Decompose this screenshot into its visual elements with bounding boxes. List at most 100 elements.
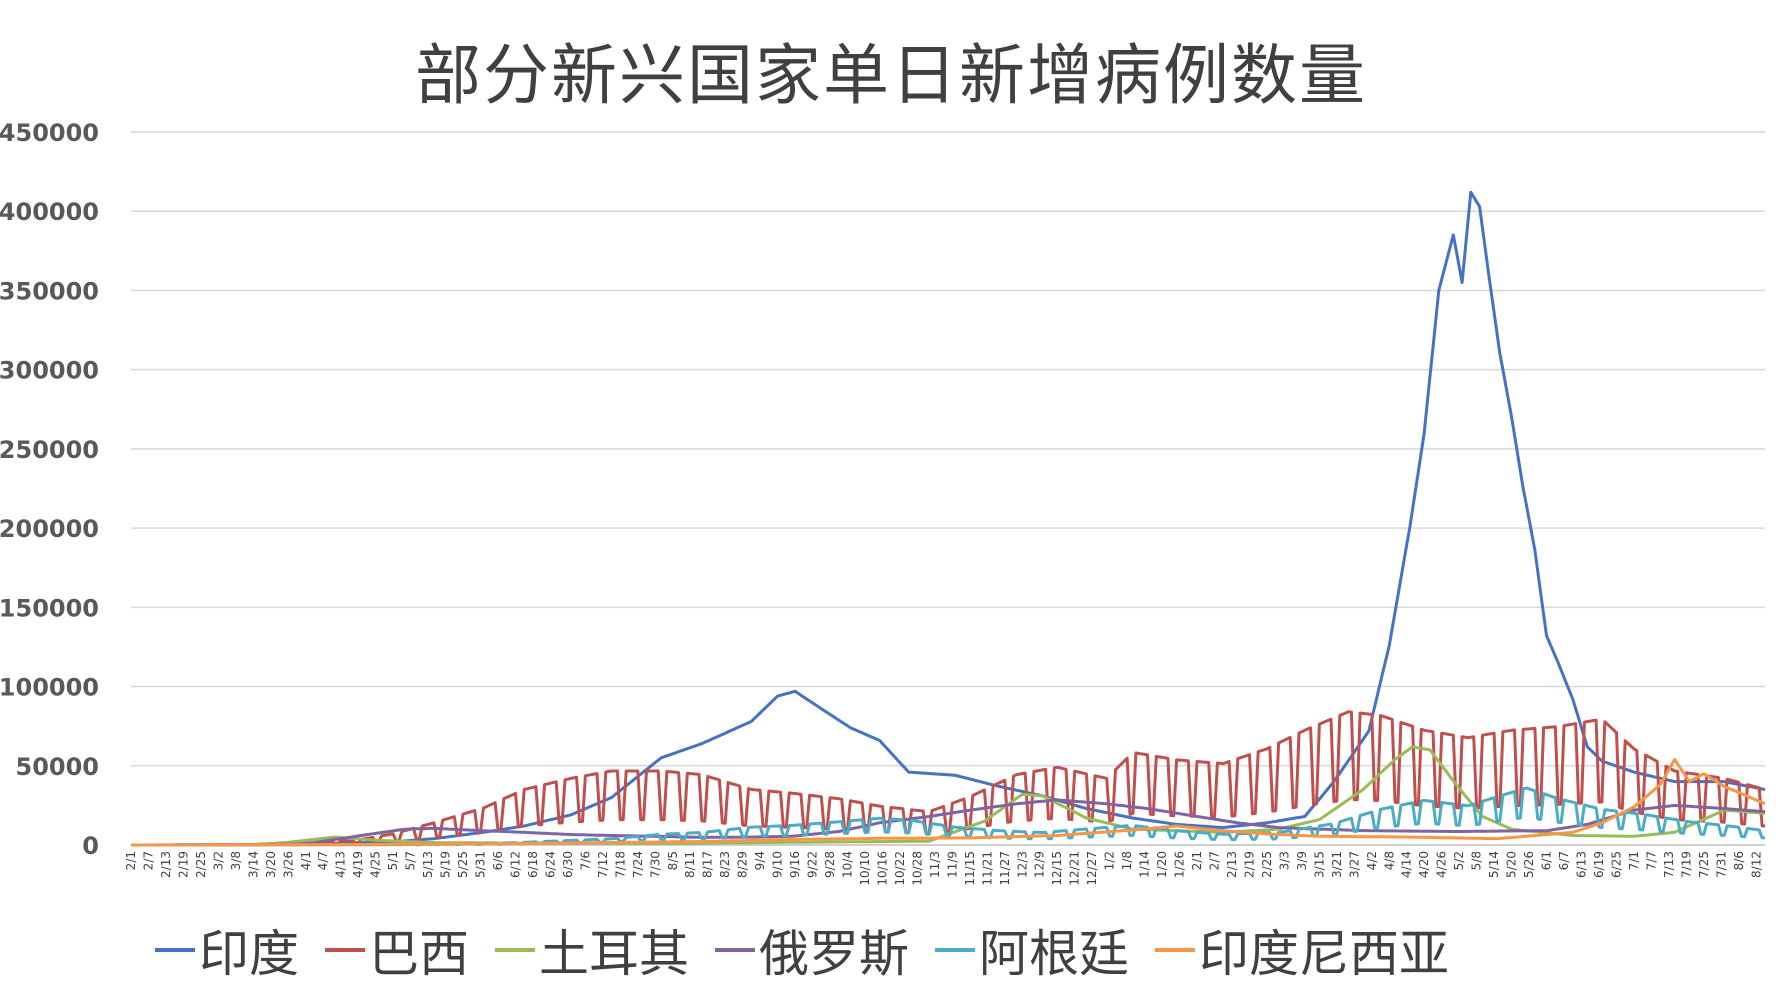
legend-label: 巴西 <box>369 925 469 983</box>
x-tick-label: 2/1 <box>1190 851 1204 870</box>
x-tick-label: 5/14 <box>1487 851 1501 878</box>
legend-item: 土耳其 <box>495 914 689 986</box>
legend-label: 阿根廷 <box>979 925 1129 983</box>
gridlines <box>131 131 1765 846</box>
x-tick-label: 8/6 <box>1732 851 1746 870</box>
x-tick-label: 2/25 <box>194 851 208 878</box>
legend-swatch <box>495 948 535 952</box>
x-tick-label: 2/7 <box>1208 851 1222 870</box>
series-line-俄罗斯 <box>131 798 1766 847</box>
x-tick-label: 4/25 <box>369 851 383 878</box>
x-tick-label: 7/6 <box>578 851 592 870</box>
x-tick-label: 3/21 <box>1330 851 1344 878</box>
x-tick-label: 6/7 <box>1557 851 1571 870</box>
x-tick-label: 9/4 <box>753 851 767 870</box>
x-tick-label: 1/20 <box>1155 851 1169 878</box>
x-tick-label: 5/2 <box>1452 851 1466 870</box>
y-tick-label: 450000 <box>0 119 99 147</box>
x-tick-label: 9/16 <box>788 851 802 878</box>
legend-item: 俄罗斯 <box>715 914 909 986</box>
legend-swatch <box>715 948 755 952</box>
x-tick-label: 9/28 <box>823 851 837 878</box>
x-tick-label: 4/20 <box>1417 851 1431 878</box>
x-tick-label: 10/16 <box>875 851 889 886</box>
legend-label: 印度尼西亚 <box>1199 925 1449 983</box>
x-tick-label: 11/27 <box>998 851 1012 886</box>
x-tick-label: 2/7 <box>141 851 155 870</box>
x-tick-label: 11/3 <box>928 851 942 878</box>
y-tick-label: 0 <box>82 832 99 860</box>
x-tick-label: 3/27 <box>1347 851 1361 878</box>
legend-label: 土耳其 <box>539 925 689 983</box>
x-tick-label: 3/15 <box>1312 851 1326 878</box>
x-tick-label: 2/13 <box>1225 851 1239 878</box>
x-tick-label: 8/12 <box>1749 851 1763 878</box>
x-tick-label: 8/17 <box>701 851 715 878</box>
x-tick-label: 9/22 <box>806 851 820 878</box>
x-tick-label: 10/22 <box>893 851 907 886</box>
x-tick-label: 1/8 <box>1120 851 1134 870</box>
x-tick-label: 11/9 <box>945 851 959 878</box>
x-tick-label: 6/6 <box>491 851 505 870</box>
y-tick-label: 350000 <box>0 277 99 305</box>
x-tick-label: 7/19 <box>1679 851 1693 878</box>
x-tick-label: 8/5 <box>666 851 680 870</box>
x-tick-label: 12/27 <box>1085 851 1099 886</box>
x-tick-label: 4/8 <box>1382 851 1396 870</box>
x-tick-label: 11/21 <box>980 851 994 886</box>
x-tick-label: 1/14 <box>1138 851 1152 878</box>
x-tick-label: 3/26 <box>281 851 295 878</box>
legend-item: 印度 <box>155 914 299 986</box>
x-tick-label: 11/15 <box>963 851 977 886</box>
x-tick-label: 4/26 <box>1435 851 1449 878</box>
legend-item: 巴西 <box>325 914 469 986</box>
legend-swatch <box>325 948 365 952</box>
x-tick-label: 5/1 <box>386 851 400 870</box>
y-tick-label: 200000 <box>0 515 99 543</box>
x-tick-label: 7/18 <box>613 851 627 878</box>
legend-swatch <box>935 948 975 952</box>
x-tick-label: 2/19 <box>1242 851 1256 878</box>
x-tick-label: 8/29 <box>736 851 750 878</box>
x-tick-label: 1/2 <box>1103 851 1117 870</box>
x-tick-label: 4/1 <box>299 851 313 870</box>
x-tick-label: 3/8 <box>229 851 243 870</box>
x-tick-label: 6/30 <box>561 851 575 878</box>
x-tick-label: 7/30 <box>648 851 662 878</box>
legend-swatch <box>1155 948 1195 952</box>
x-tick-label: 2/1 <box>124 851 138 870</box>
x-tick-label: 10/4 <box>841 851 855 878</box>
x-tick-label: 5/31 <box>474 851 488 878</box>
y-tick-label: 100000 <box>0 674 99 702</box>
series-lines <box>131 190 1766 847</box>
y-tick-label: 400000 <box>0 198 99 226</box>
series-line-印度尼西亚 <box>131 757 1766 847</box>
legend-item: 阿根廷 <box>935 914 1129 986</box>
x-tick-label: 2/25 <box>1260 851 1274 878</box>
x-axis-ticks: 2/1 2/7 2/13 2/19 2/25 3/2 3/8 3/14 3/20 3/26 4/1 4… <box>124 851 1763 886</box>
x-tick-label: 7/24 <box>631 851 645 878</box>
x-tick-label: 12/9 <box>1033 851 1047 878</box>
x-tick-label: 7/13 <box>1662 851 1676 878</box>
x-tick-label: 5/26 <box>1522 851 1536 878</box>
x-tick-label: 2/13 <box>159 851 173 878</box>
x-tick-label: 5/19 <box>439 851 453 878</box>
legend-label: 俄罗斯 <box>759 925 909 983</box>
x-tick-label: 2/19 <box>176 851 190 878</box>
legend-item: 印度尼西亚 <box>1155 914 1449 986</box>
x-tick-label: 5/7 <box>404 851 418 870</box>
legend-label: 印度 <box>199 925 299 983</box>
x-tick-label: 6/24 <box>543 851 557 878</box>
x-tick-label: 10/28 <box>910 851 924 886</box>
x-tick-label: 6/13 <box>1575 851 1589 878</box>
x-tick-label: 7/25 <box>1697 851 1711 878</box>
x-tick-label: 6/25 <box>1609 851 1623 878</box>
x-tick-label: 5/25 <box>456 851 470 878</box>
x-tick-label: 7/31 <box>1714 851 1728 878</box>
x-tick-label: 5/20 <box>1505 851 1519 878</box>
y-tick-label: 250000 <box>0 436 99 464</box>
legend: 印度 巴西 土耳其 俄罗斯 阿根廷 印度尼西亚 <box>155 915 1715 985</box>
y-tick-label: 50000 <box>16 753 100 781</box>
y-tick-label: 300000 <box>0 357 99 385</box>
